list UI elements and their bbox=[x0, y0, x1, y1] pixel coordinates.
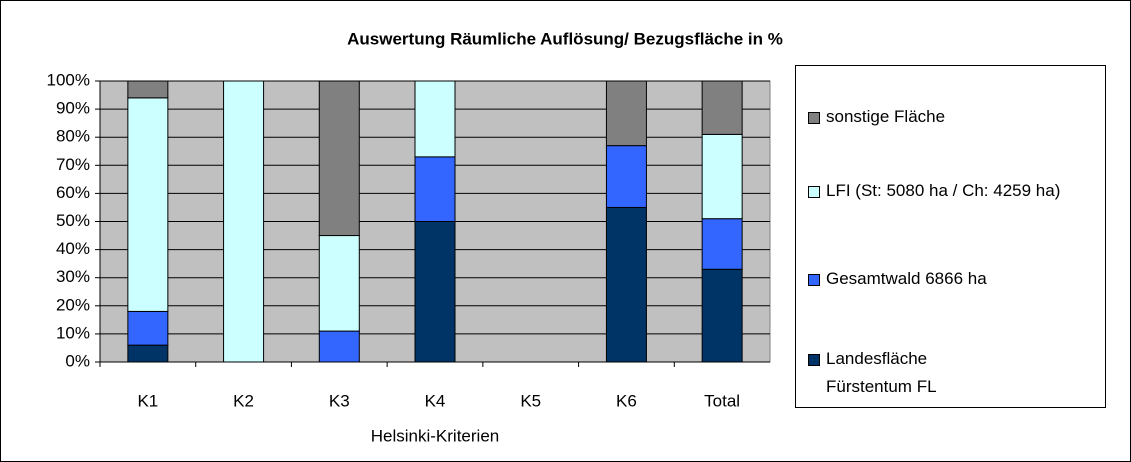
y-tick-label: 0% bbox=[65, 351, 90, 370]
legend-label: sonstige Fläche bbox=[826, 107, 946, 126]
legend-entry: LFI (St: 5080 ha / Ch: 4259 ha) bbox=[808, 177, 1098, 205]
legend-label: LFI (St: 5080 ha / Ch: 4259 ha) bbox=[826, 181, 1061, 200]
x-tick-label: K3 bbox=[329, 391, 350, 410]
bar-segment bbox=[127, 80, 169, 99]
legend-entry: sonstige Fläche bbox=[808, 103, 1098, 131]
legend-swatch bbox=[808, 354, 820, 366]
bar-segment bbox=[223, 80, 265, 363]
legend: sonstige Fläche LFI (St: 5080 ha / Ch: 42… bbox=[795, 65, 1106, 408]
chart-title: Auswertung Räumliche Auflösung/ Bezugsfl… bbox=[347, 29, 783, 48]
legend-swatch bbox=[808, 112, 820, 124]
y-tick-label: 20% bbox=[56, 295, 90, 314]
y-tick-label: 50% bbox=[56, 211, 90, 230]
y-tick-label: 80% bbox=[56, 127, 90, 146]
legend-label: Gesamtwald 6866 ha bbox=[826, 269, 987, 288]
x-tick-label: K5 bbox=[520, 391, 541, 410]
y-tick-label: 40% bbox=[56, 239, 90, 258]
legend-label: Landesfläche Fürstentum FL bbox=[826, 349, 937, 396]
bar-segment bbox=[701, 268, 743, 363]
bar-segment bbox=[701, 218, 743, 270]
bar-segment bbox=[414, 80, 456, 158]
bar-segment bbox=[605, 80, 647, 147]
y-tick-label: 90% bbox=[56, 99, 90, 118]
bar-segment bbox=[318, 80, 360, 237]
y-tick-label: 30% bbox=[56, 267, 90, 286]
bar-segment bbox=[127, 310, 169, 346]
bar-segment bbox=[318, 330, 360, 363]
x-tick-label: K6 bbox=[616, 391, 637, 410]
bar-segment bbox=[605, 206, 647, 363]
legend-swatch bbox=[808, 186, 820, 198]
x-tick-label: K1 bbox=[137, 391, 158, 410]
bar-segment bbox=[414, 156, 456, 222]
x-axis-title: Helsinki-Kriterien bbox=[371, 426, 499, 445]
legend-entry: Gesamtwald 6866 ha bbox=[808, 265, 1098, 293]
x-tick-label: Total bbox=[704, 391, 740, 410]
legend-entry: Landesfläche Fürstentum FL bbox=[808, 345, 1098, 401]
bar-segment bbox=[127, 344, 169, 363]
y-tick-label: 70% bbox=[56, 155, 90, 174]
legend-swatch bbox=[808, 274, 820, 286]
bar-segment bbox=[701, 80, 743, 135]
bar-segment bbox=[605, 145, 647, 208]
bar-segment bbox=[701, 133, 743, 220]
x-tick-label: K2 bbox=[233, 391, 254, 410]
bar-segment bbox=[318, 235, 360, 332]
y-tick-label: 100% bbox=[47, 70, 90, 89]
x-tick-label: K4 bbox=[425, 391, 446, 410]
y-tick-label: 10% bbox=[56, 323, 90, 342]
y-tick-label: 60% bbox=[56, 183, 90, 202]
bar-segment bbox=[414, 221, 456, 363]
bar-segment bbox=[127, 97, 169, 312]
